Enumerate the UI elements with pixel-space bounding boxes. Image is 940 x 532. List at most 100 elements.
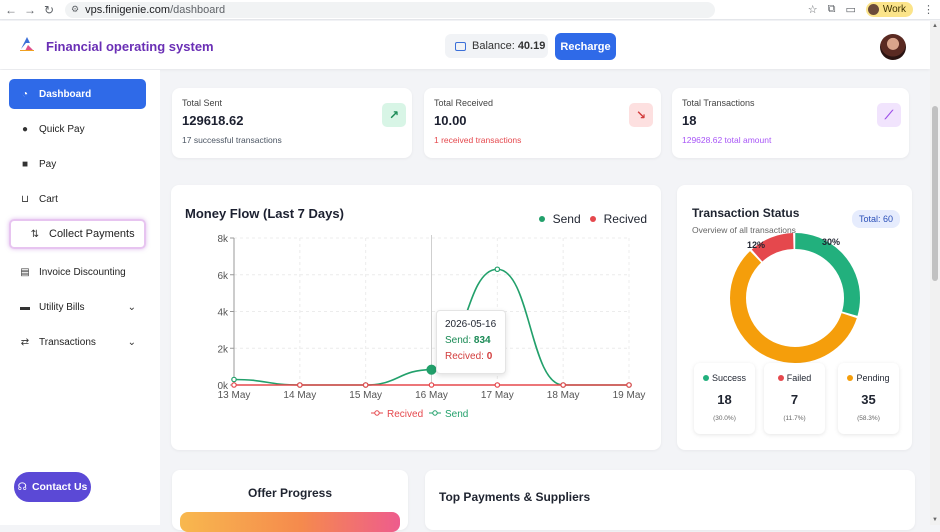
page-scrollbar[interactable]: ▲ ▼ xyxy=(930,21,940,525)
user-avatar[interactable] xyxy=(880,34,906,60)
chevron-down-icon[interactable]: ⌄ xyxy=(127,336,136,348)
truck-icon: ■ xyxy=(21,158,29,170)
balance-display: Balance: 40.19 xyxy=(445,34,548,58)
data-point-recived xyxy=(231,382,237,388)
stat-label: Total Received xyxy=(434,98,494,108)
recharge-button[interactable]: Recharge xyxy=(555,33,616,60)
legend-dot-received xyxy=(589,216,596,222)
sidebar-item-label: Transactions xyxy=(39,336,96,348)
sidebar-item-label: Dashboard xyxy=(39,88,92,100)
legend-bottom-received-label: Recived xyxy=(387,409,423,420)
tooltip-received: Recived: 0 xyxy=(445,349,497,365)
y-tick-label: 2k xyxy=(217,344,229,355)
data-point-recived xyxy=(560,382,566,388)
stat-value: 10.00 xyxy=(434,113,467,128)
sidebar-item-label: Cart xyxy=(39,193,58,205)
status-donut-chart[interactable] xyxy=(677,230,912,370)
y-tick-label: 4k xyxy=(217,308,229,319)
status-subtitle: Overview of all transactions xyxy=(692,225,796,235)
stat-value: 18 xyxy=(682,113,697,128)
bookmark-star-icon[interactable]: ☆ xyxy=(807,4,818,16)
url-host: vps.finigenie.com xyxy=(85,3,171,16)
money-flow-card: Money Flow (Last 7 Days) Send Recived 0k… xyxy=(171,185,661,450)
x-tick-label: 15 May xyxy=(349,390,382,401)
money-flow-chart[interactable]: 0k 2k 4k 6k 8k 13 May 14 May 15 May 16 May 17 May… xyxy=(171,185,661,450)
browser-menu-icon[interactable]: ⋮ xyxy=(923,4,934,16)
wallet-icon xyxy=(455,41,466,51)
data-point-send xyxy=(231,376,237,383)
legend-received-label[interactable]: Recived xyxy=(603,212,647,226)
tooltip-send-value: 834 xyxy=(473,335,491,346)
arrow-up-right-icon: ↗ xyxy=(382,103,406,127)
data-point-send xyxy=(494,266,501,273)
cart-icon: ⊔ xyxy=(21,193,29,205)
x-tick-label: 13 May xyxy=(218,390,251,401)
sidebar-item-pay[interactable]: ■ Pay xyxy=(9,149,146,179)
mini-value: 35 xyxy=(861,392,876,407)
profile-chip[interactable]: Work xyxy=(865,2,913,17)
balance-label: Balance: xyxy=(472,40,515,52)
data-point-recived xyxy=(362,382,369,388)
forward-icon[interactable]: → xyxy=(24,2,36,17)
sidebar-item-label: Pay xyxy=(39,158,57,170)
status-card-pending: Pending 35 (58.3%) xyxy=(838,363,899,434)
sidebar-item-collect-payments[interactable]: ⇅ Collect Payments xyxy=(9,219,146,249)
mini-label: Pending xyxy=(838,373,899,383)
sidebar-item-label: Collect Payments xyxy=(49,228,135,240)
status-dot xyxy=(847,375,854,381)
y-tick-label: 6k xyxy=(217,271,229,282)
site-settings-icon[interactable]: ⚙ xyxy=(71,4,80,14)
invoice-icon: ▤ xyxy=(20,266,30,278)
mini-pct: (11.7%) xyxy=(783,415,806,422)
x-tick-label: 18 May xyxy=(547,390,580,401)
stat-sub: 1 received transactions xyxy=(434,135,522,145)
mini-pct: (30.0%) xyxy=(713,415,736,422)
x-tick-label: 14 May xyxy=(283,390,316,401)
sidebar-item-cart[interactable]: ⊔ Cart xyxy=(9,184,146,214)
legend-dot-send xyxy=(538,216,545,222)
chart-tooltip: 2026-05-16 Send: 834 Recived: 0 xyxy=(436,310,506,374)
legend-bottom-received-marker xyxy=(374,410,380,416)
data-point-recived xyxy=(428,382,435,388)
legend-send-label[interactable]: Send xyxy=(552,212,581,226)
mini-label-text: Success xyxy=(711,373,746,383)
address-bar[interactable]: ⚙ vps.finigenie.com/dashboard xyxy=(65,1,715,18)
x-tick-label: 19 May xyxy=(613,390,646,401)
stat-label: Total Transactions xyxy=(682,98,755,108)
stat-card-total-received: Total Received 10.00 1 received transact… xyxy=(424,88,661,158)
app-title: Financial operating system xyxy=(46,39,214,54)
mini-label-text: Failed xyxy=(786,373,812,383)
status-dot xyxy=(702,375,709,381)
donut-label-failed: 12% xyxy=(747,240,766,250)
cast-icon[interactable]: ▭ xyxy=(845,4,856,16)
browser-toolbar: ← → ↻ ⚙ vps.finigenie.com/dashboard ☆ ⧉ … xyxy=(0,0,940,20)
back-icon[interactable]: ← xyxy=(5,2,17,17)
sidebar-item-label: Quick Pay xyxy=(39,123,85,135)
donut-slice-success[interactable] xyxy=(730,233,860,363)
user-icon: ● xyxy=(21,123,29,135)
tooltip-send-label: Send: xyxy=(445,335,472,346)
donut-slice-pending[interactable] xyxy=(730,233,860,363)
chevron-down-icon[interactable]: ⌄ xyxy=(127,301,136,313)
sidebar-item-transactions[interactable]: ⇄ Transactions ⌄ xyxy=(9,327,146,357)
offer-title: Offer Progress xyxy=(247,486,333,500)
offer-progress-bar xyxy=(180,512,400,532)
scroll-up-icon[interactable]: ▲ xyxy=(932,23,938,29)
contact-us-button[interactable]: ☊ Contact Us xyxy=(14,472,91,502)
reload-icon[interactable]: ↻ xyxy=(43,2,55,17)
stat-label: Total Sent xyxy=(182,98,223,108)
tooltip-send: Send: 834 xyxy=(445,333,497,349)
x-tick-label: 16 May xyxy=(415,390,448,401)
scroll-thumb[interactable] xyxy=(932,106,938,281)
y-tick-label: 0k xyxy=(217,381,229,392)
stat-card-total-transactions: Total Transactions 18 129628.62 total am… xyxy=(672,88,909,158)
contact-label: Contact Us xyxy=(31,481,88,493)
scroll-down-icon[interactable]: ▼ xyxy=(932,517,938,523)
sidebar-item-utility-bills[interactable]: ▬ Utility Bills ⌄ xyxy=(9,292,146,322)
sidebar-item-invoice-discounting[interactable]: ▤ Invoice Discounting xyxy=(9,257,146,287)
sidebar-item-dashboard[interactable]: ◔ Dashboard xyxy=(9,79,146,109)
sidebar-item-quick-pay[interactable]: ● Quick Pay xyxy=(9,114,146,144)
tooltip-received-value: 0 xyxy=(486,351,493,362)
sidebar-item-label: Invoice Discounting xyxy=(39,266,126,278)
extensions-icon[interactable]: ⧉ xyxy=(827,3,836,15)
